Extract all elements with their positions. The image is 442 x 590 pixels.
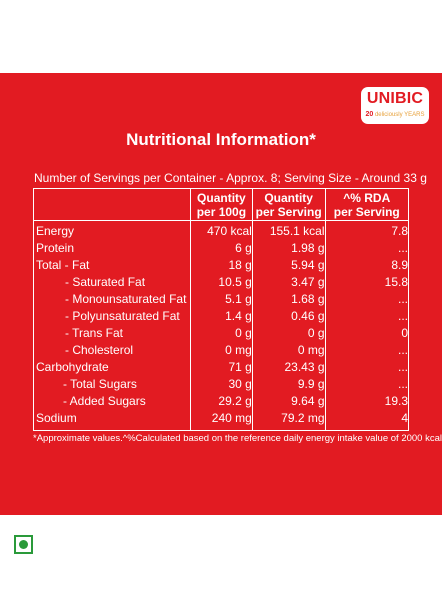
rda-value: 15.8 <box>384 275 408 289</box>
per-serving-value: 79.2 mg <box>281 411 325 425</box>
nutrition-table: Quantity per 100g Quantity per Serving ^… <box>33 188 410 431</box>
per-serving-value: 1.68 g <box>291 292 325 306</box>
per-serving-value: 9.9 g <box>297 377 325 391</box>
per-100g-value: 240 mg <box>211 411 252 425</box>
rda-value: ... <box>397 360 408 374</box>
header-rda-line1: ^% RDA <box>343 191 391 205</box>
nutrient-name: Carbohydrate <box>36 360 109 374</box>
per-100g-value: 29.2 g <box>218 394 252 408</box>
rda-value: ... <box>397 292 408 306</box>
per-serving-value: 1.98 g <box>291 241 325 255</box>
nutrient-name: Protein <box>36 241 75 255</box>
brand-name: UNIBIC <box>366 90 424 107</box>
per-100g-value: 5.1 g <box>225 292 252 306</box>
nutrient-names-column: Energy Protein Total - Fat - Saturated F… <box>33 220 191 431</box>
servings-info: Number of Servings per Container - Appro… <box>34 171 427 185</box>
per-100g-value: 10.5 g <box>218 275 252 289</box>
per-100g-value: 1.4 g <box>225 309 252 323</box>
per-100g-value: 18 g <box>228 258 252 272</box>
rda-value: 19.3 <box>384 394 408 408</box>
per-serving-value: 5.94 g <box>291 258 325 272</box>
rda-value: ... <box>397 343 408 357</box>
veg-dot-icon <box>19 540 28 549</box>
header-per-100g-line1: Quantity <box>197 191 246 205</box>
rda-column: 7.8 ... 8.9 15.8 ... ... 0 ... ... ... 1… <box>324 220 410 431</box>
per-serving-value: 0 mg <box>297 343 325 357</box>
panel-title: Nutritional Information* <box>126 130 316 149</box>
nutrient-name: - Saturated Fat <box>65 275 146 289</box>
nutrient-name: - Polyunsaturated Fat <box>65 309 180 323</box>
rda-value: 8.9 <box>391 258 408 272</box>
per-100g-value: 6 g <box>235 241 252 255</box>
per-serving-value: 0.46 g <box>291 309 325 323</box>
header-nutrient <box>33 188 191 221</box>
header-per-100g-line2: per 100g <box>196 205 247 219</box>
per-100g-value: 30 g <box>228 377 252 391</box>
nutrient-name: - Total Sugars <box>63 377 137 391</box>
per-100g-value: 71 g <box>228 360 252 374</box>
per-100g-value: 0 g <box>235 326 252 340</box>
per-100g-value: 470 kcal <box>207 224 252 238</box>
nutrient-name: Total - Fat <box>36 258 90 272</box>
veg-label: Biscuits <box>11 559 36 566</box>
per-serving-value: 0 g <box>307 326 325 340</box>
footnote: *Approximate values.^%Calculated based o… <box>33 433 442 444</box>
per-serving-column: 155.1 kcal 1.98 g 5.94 g 3.47 g 1.68 g 0… <box>251 220 326 431</box>
per-serving-value: 155.1 kcal <box>269 224 325 238</box>
rda-value: ... <box>397 309 408 323</box>
per-serving-value: 23.43 g <box>284 360 325 374</box>
nutrient-name: - Added Sugars <box>63 394 146 408</box>
per-100g-value: 0 mg <box>225 343 252 357</box>
header-per-100g: Quantity per 100g <box>189 188 253 221</box>
per-serving-value: 3.47 g <box>291 275 325 289</box>
nutrition-panel: UNIBIC 20 deliciously YEARS Nutritional … <box>0 73 442 566</box>
header-per-serving-line1: Quantity <box>264 191 313 205</box>
rda-value: ... <box>397 241 408 255</box>
rda-value: ... <box>397 377 408 391</box>
nutrient-name: - Trans Fat <box>65 326 124 340</box>
table-header-row: Quantity per 100g Quantity per Serving ^… <box>33 188 410 221</box>
rda-value: 4 <box>401 411 408 425</box>
header-per-serving-line2: per Serving <box>255 205 322 219</box>
header-rda-line2: per Serving <box>333 205 400 219</box>
veg-mark-icon <box>14 535 33 554</box>
brand-tag-text: deliciously YEARS <box>374 112 425 118</box>
rda-value: 7.8 <box>391 224 408 238</box>
brand-tag-number: 20 <box>365 111 374 118</box>
brand-logo: UNIBIC 20 deliciously YEARS <box>361 87 429 124</box>
table-body-row: Energy Protein Total - Fat - Saturated F… <box>33 220 410 431</box>
brand-tagline: 20 deliciously YEARS <box>361 111 429 118</box>
nutrient-name: - Monounsaturated Fat <box>65 292 187 306</box>
rda-value: 0 <box>401 326 408 340</box>
per-serving-value: 9.64 g <box>291 394 325 408</box>
nutrient-name: Energy <box>36 224 75 238</box>
nutrient-name: - Cholesterol <box>65 343 134 357</box>
nutrient-name: Sodium <box>36 411 77 425</box>
header-per-serving: Quantity per Serving <box>251 188 326 221</box>
per-100g-column: 470 kcal 6 g 18 g 10.5 g 5.1 g 1.4 g 0 g… <box>189 220 253 431</box>
header-rda: ^% RDA per Serving <box>324 188 410 221</box>
